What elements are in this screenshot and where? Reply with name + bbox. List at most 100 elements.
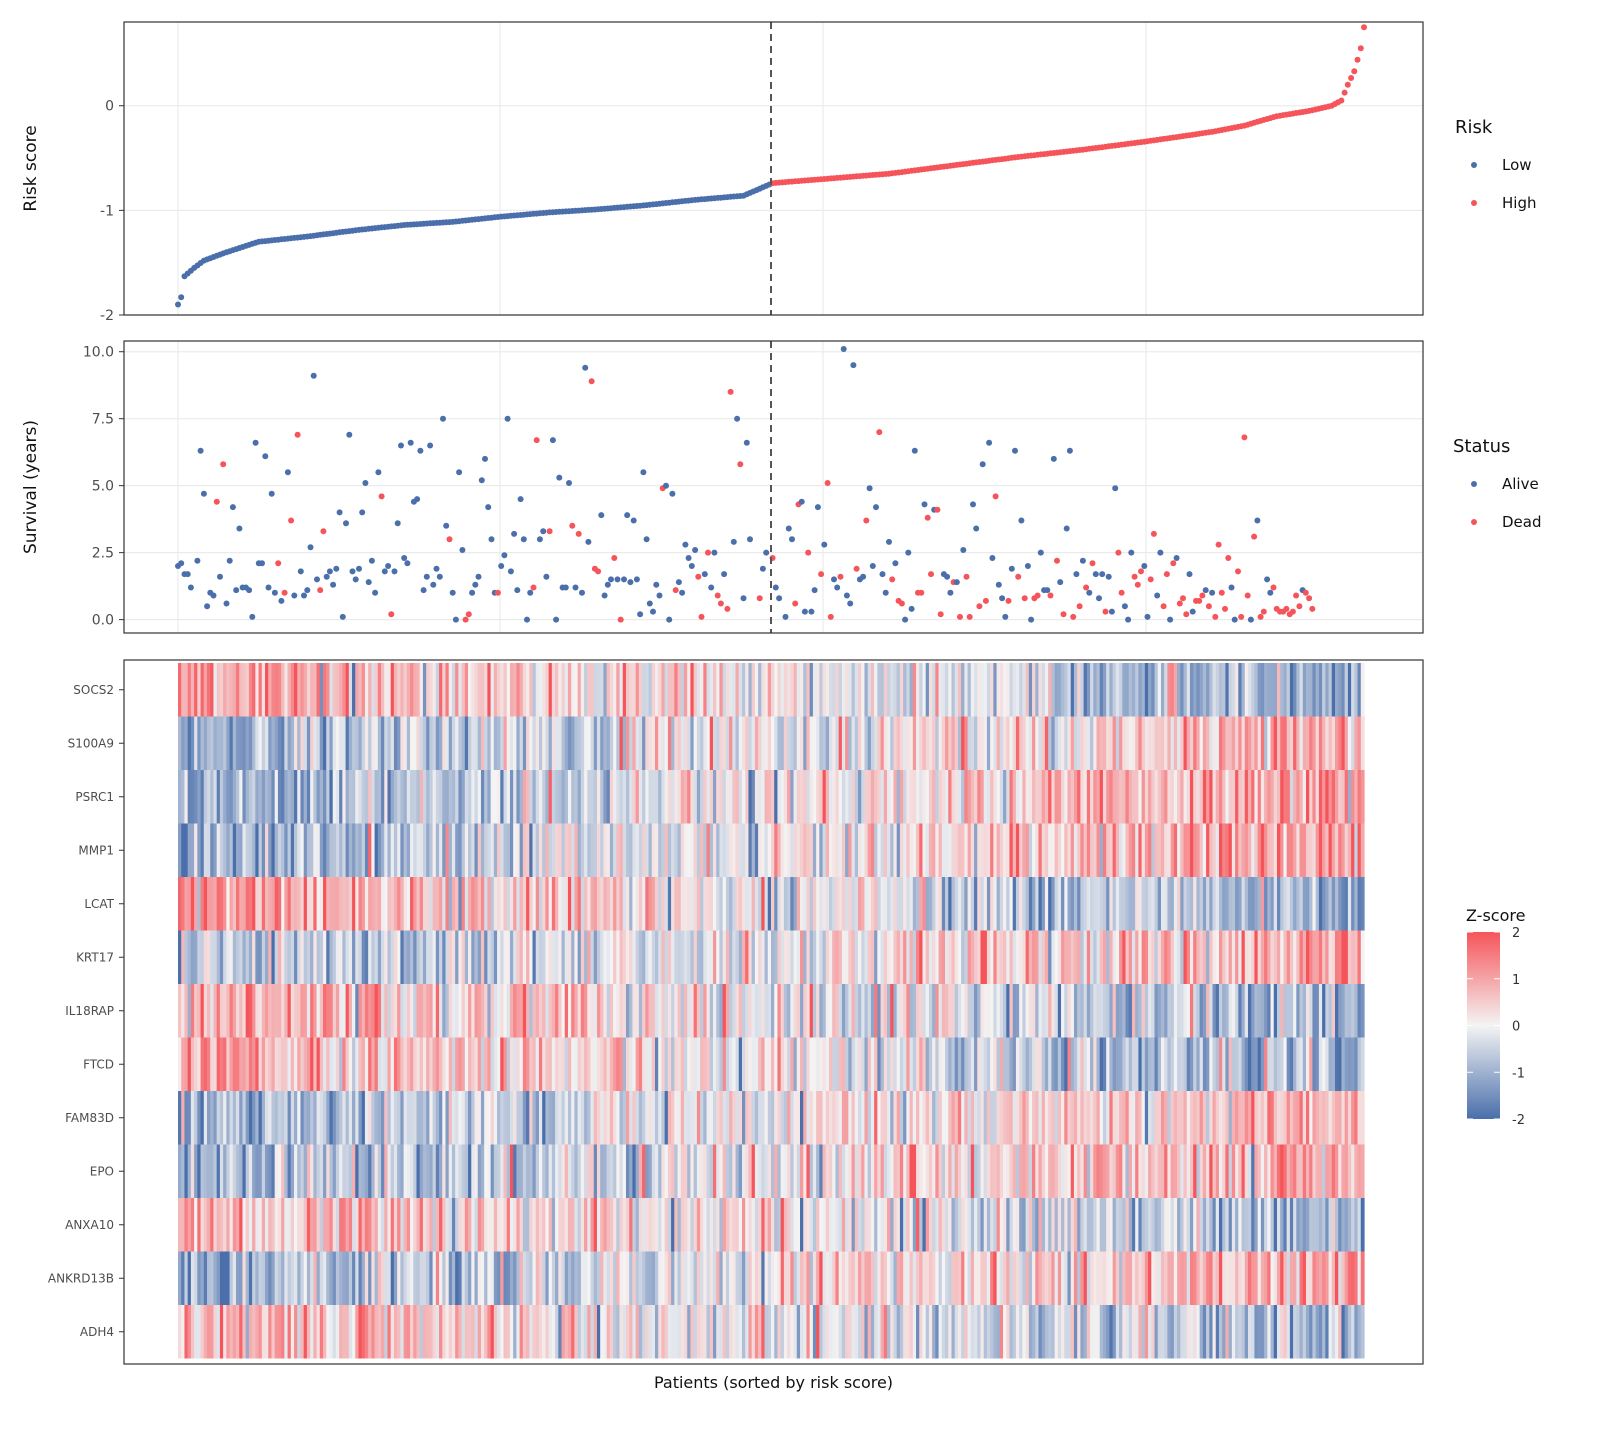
heatmap-cell: [590, 823, 595, 877]
heatmap-cell: [703, 823, 708, 877]
heatmap-cell: [400, 877, 405, 931]
heatmap-cell: [516, 877, 521, 931]
survival-point: [908, 605, 915, 612]
heatmap-cell: [355, 930, 360, 984]
heatmap-cell: [1296, 930, 1301, 984]
survival-point: [200, 490, 207, 497]
heatmap-cell: [226, 716, 231, 770]
heatmap-cell: [1122, 770, 1127, 824]
heatmap-cell: [493, 1091, 498, 1145]
heatmap-cell: [1347, 716, 1352, 770]
heatmap-cell: [577, 1037, 582, 1091]
heatmap-cell: [1328, 770, 1333, 824]
heatmap-cell: [316, 1144, 321, 1198]
heatmap-cell: [213, 1251, 218, 1305]
heatmap-cell: [758, 1198, 762, 1252]
heatmap-cell: [1160, 877, 1165, 931]
survival-point: [873, 504, 879, 511]
heatmap-cell: [416, 1198, 421, 1252]
survival-point: [1141, 563, 1148, 569]
survival-panel-background: [124, 341, 1423, 633]
heatmap-cell: [774, 770, 779, 824]
heatmap-cell: [1051, 663, 1056, 717]
heatmap-cell: [642, 663, 646, 717]
survival-point: [1189, 608, 1196, 615]
heatmap-cell: [1341, 1037, 1346, 1091]
heatmap-cell: [867, 1037, 872, 1091]
heatmap-cell: [200, 716, 205, 770]
heatmap-cell: [974, 1198, 978, 1252]
heatmap-cell: [870, 984, 875, 1038]
risk-legend-key: [1471, 162, 1477, 168]
heatmap-cell: [419, 1198, 424, 1252]
heatmap-cell: [609, 663, 614, 717]
heatmap-cell: [996, 770, 1001, 824]
heatmap-cell: [277, 770, 282, 824]
heatmap-cell: [1202, 716, 1207, 770]
survival-point: [999, 595, 1006, 602]
heatmap-cell: [1299, 877, 1304, 931]
heatmap-cell: [561, 877, 566, 931]
heatmap-cell: [625, 930, 630, 984]
heatmap-cell: [1054, 1144, 1059, 1198]
heatmap-cell: [1112, 1198, 1117, 1252]
heatmap-cell: [596, 716, 601, 770]
heatmap-cell: [880, 930, 885, 984]
heatmap-cell: [216, 716, 221, 770]
heatmap-cell: [1260, 930, 1265, 984]
heatmap-cell: [941, 877, 946, 931]
survival-point: [297, 568, 304, 575]
heatmap-cell: [677, 984, 682, 1038]
heatmap-cell: [845, 823, 849, 877]
heatmap-cell: [1044, 716, 1049, 770]
heatmap-cell: [1231, 770, 1236, 824]
heatmap-cell: [919, 663, 924, 717]
heatmap-cell: [596, 663, 601, 717]
heatmap-cell: [887, 770, 891, 824]
heatmap-cell: [1177, 930, 1181, 984]
heatmap-cell: [957, 663, 962, 717]
heatmap-cell: [796, 663, 801, 717]
heatmap-cell: [355, 770, 360, 824]
heatmap-cell: [1022, 877, 1027, 931]
heatmap-cell: [464, 877, 469, 931]
risk-score-point: [1341, 89, 1348, 96]
heatmap-cell: [326, 930, 331, 984]
heatmap-cell: [1180, 1091, 1185, 1145]
heatmap-cell: [941, 823, 946, 877]
heatmap-cell: [1112, 770, 1117, 824]
heatmap-cell: [551, 1037, 556, 1091]
heatmap-cell: [1334, 1144, 1339, 1198]
gene-label: FAM83D: [65, 1111, 114, 1125]
heatmap-cell: [945, 877, 949, 931]
heatmap-cell: [1267, 823, 1272, 877]
heatmap-cell: [1032, 877, 1036, 931]
heatmap-cell: [1051, 1198, 1056, 1252]
heatmap-cell: [899, 984, 904, 1038]
heatmap-cell: [178, 1198, 182, 1252]
heatmap-cell: [1012, 1037, 1017, 1091]
heatmap-cell: [596, 1198, 601, 1252]
heatmap-cell: [181, 1091, 186, 1145]
heatmap-cell: [313, 1037, 318, 1091]
heatmap-cell: [1048, 1144, 1052, 1198]
heatmap-cell: [210, 1144, 215, 1198]
heatmap-cell: [1254, 716, 1259, 770]
heatmap-cell: [793, 984, 798, 1038]
heatmap-cell: [580, 770, 585, 824]
heatmap-cell: [1315, 1198, 1320, 1252]
heatmap-cell: [461, 984, 466, 1038]
heatmap-cell: [719, 716, 724, 770]
heatmap-cell: [1009, 823, 1014, 877]
heatmap-cell: [986, 823, 991, 877]
heatmap-cell: [435, 930, 440, 984]
heatmap-cell: [1254, 823, 1259, 877]
heatmap-cell: [1273, 663, 1278, 717]
heatmap-cell: [600, 823, 605, 877]
heatmap-cell: [526, 770, 530, 824]
heatmap-cell: [635, 877, 640, 931]
survival-y-tick-label: 2.5: [92, 546, 114, 562]
heatmap-cell: [1318, 930, 1323, 984]
heatmap-cell: [712, 716, 717, 770]
survival-point: [1012, 447, 1018, 454]
